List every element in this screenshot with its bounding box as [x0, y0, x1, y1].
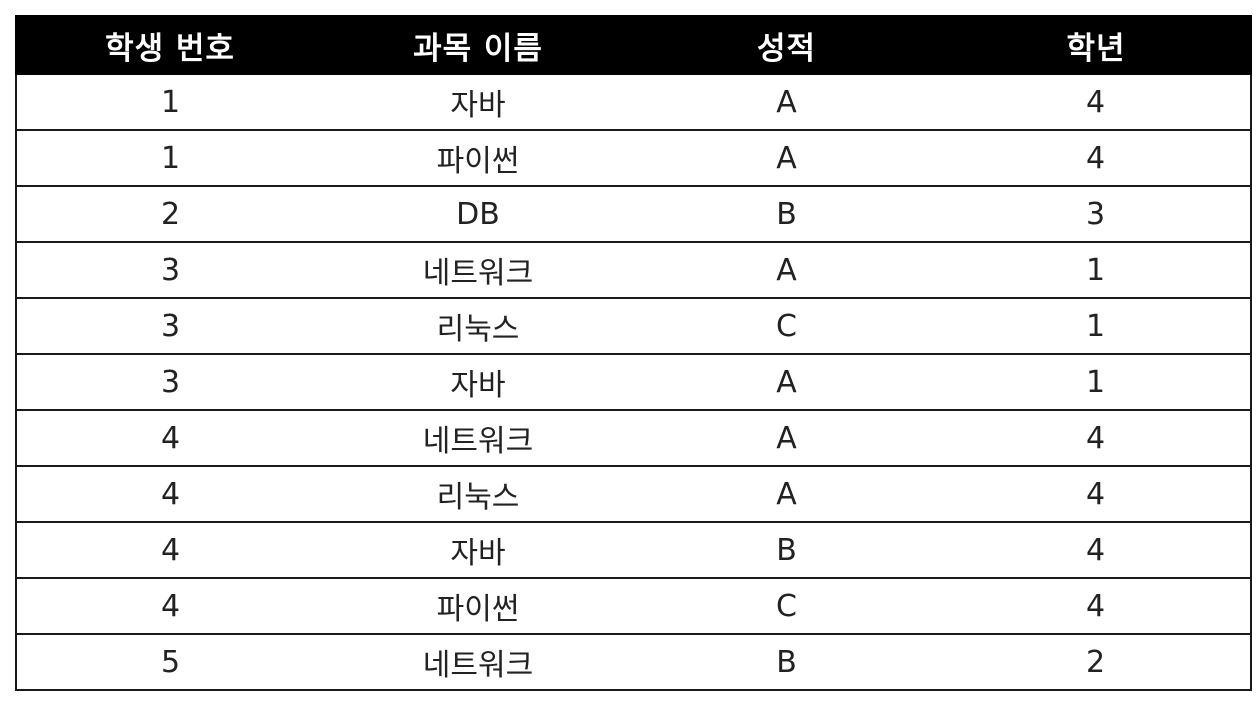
table-body: 1 자바 A 4 1 파이썬 A 4 2 DB B 3 3 네트워크 A 1 3 리눅스 C 1 3 자바 A 1 4 네트워크 A… — [15, 73, 1252, 691]
cell-year: 4 — [941, 409, 1252, 467]
cell-subject-name: 파이썬 — [324, 129, 632, 187]
cell-grade: A — [632, 241, 941, 299]
cell-subject-name: 자바 — [324, 521, 632, 579]
cell-grade: A — [632, 465, 941, 523]
cell-student-number: 3 — [15, 353, 324, 411]
table-row: 3 자바 A 1 — [15, 353, 1252, 411]
table-row: 4 네트워크 A 4 — [15, 409, 1252, 467]
cell-year: 4 — [941, 465, 1252, 523]
cell-subject-name: 리눅스 — [324, 297, 632, 355]
cell-subject-name: 네트워크 — [324, 409, 632, 467]
cell-student-number: 4 — [15, 465, 324, 523]
cell-subject-name: DB — [324, 185, 632, 243]
cell-grade: B — [632, 521, 941, 579]
table-row: 4 리눅스 A 4 — [15, 465, 1252, 523]
cell-subject-name: 자바 — [324, 353, 632, 411]
cell-year: 3 — [941, 185, 1252, 243]
table-row: 3 네트워크 A 1 — [15, 241, 1252, 299]
cell-grade: C — [632, 297, 941, 355]
table-row: 4 자바 B 4 — [15, 521, 1252, 579]
cell-year: 4 — [941, 73, 1252, 131]
cell-year: 4 — [941, 129, 1252, 187]
cell-subject-name: 네트워크 — [324, 633, 632, 691]
cell-grade: A — [632, 353, 941, 411]
header-student-number: 학생 번호 — [15, 15, 325, 75]
cell-student-number: 3 — [15, 297, 324, 355]
cell-student-number: 4 — [15, 577, 324, 635]
header-grade: 성적 — [631, 15, 942, 75]
table-row: 1 파이썬 A 4 — [15, 129, 1252, 187]
table-row: 5 네트워크 B 2 — [15, 633, 1252, 691]
cell-subject-name: 파이썬 — [324, 577, 632, 635]
grades-table: 학생 번호 과목 이름 성적 학년 1 자바 A 4 1 파이썬 A 4 2 DB B 3 3 네트워크 A… — [15, 15, 1252, 691]
table-row: 2 DB B 3 — [15, 185, 1252, 243]
cell-student-number: 4 — [15, 409, 324, 467]
cell-subject-name: 리눅스 — [324, 465, 632, 523]
cell-grade: C — [632, 577, 941, 635]
cell-student-number: 3 — [15, 241, 324, 299]
table-row: 3 리눅스 C 1 — [15, 297, 1252, 355]
cell-year: 4 — [941, 577, 1252, 635]
header-row: 학생 번호 과목 이름 성적 학년 — [15, 15, 1252, 75]
cell-grade: A — [632, 129, 941, 187]
cell-year: 1 — [941, 297, 1252, 355]
cell-year: 4 — [941, 521, 1252, 579]
table-row: 4 파이썬 C 4 — [15, 577, 1252, 635]
cell-grade: A — [632, 409, 941, 467]
cell-grade: A — [632, 73, 941, 131]
cell-student-number: 5 — [15, 633, 324, 691]
cell-year: 2 — [941, 633, 1252, 691]
cell-year: 1 — [941, 353, 1252, 411]
table-header: 학생 번호 과목 이름 성적 학년 — [15, 15, 1252, 75]
cell-grade: B — [632, 633, 941, 691]
cell-grade: B — [632, 185, 941, 243]
header-year: 학년 — [940, 15, 1252, 75]
cell-student-number: 1 — [15, 129, 324, 187]
cell-student-number: 1 — [15, 73, 324, 131]
header-subject-name: 과목 이름 — [323, 15, 633, 75]
cell-student-number: 2 — [15, 185, 324, 243]
cell-year: 1 — [941, 241, 1252, 299]
cell-subject-name: 자바 — [324, 73, 632, 131]
table-row: 1 자바 A 4 — [15, 73, 1252, 131]
cell-subject-name: 네트워크 — [324, 241, 632, 299]
cell-student-number: 4 — [15, 521, 324, 579]
grades-table-container: 학생 번호 과목 이름 성적 학년 1 자바 A 4 1 파이썬 A 4 2 DB B 3 3 네트워크 A… — [15, 15, 1252, 691]
